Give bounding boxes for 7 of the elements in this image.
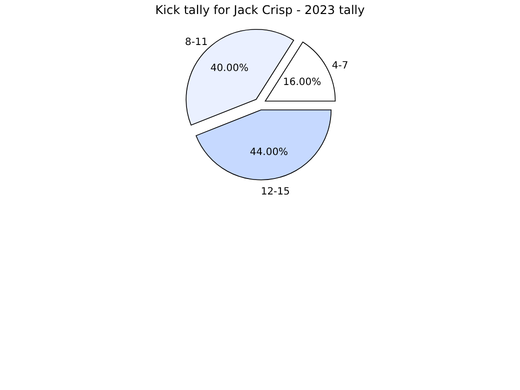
slice-label: 12-15 [260,186,290,198]
slice-label: 8-11 [185,36,208,48]
data-label: 44.00% [250,147,288,158]
chart-title: Kick tally for Jack Crisp - 2023 tally [155,3,365,17]
data-label: 16.00% [282,76,322,88]
slice-label: 4-7 [332,60,348,72]
data-label: 40.00% [210,63,248,74]
